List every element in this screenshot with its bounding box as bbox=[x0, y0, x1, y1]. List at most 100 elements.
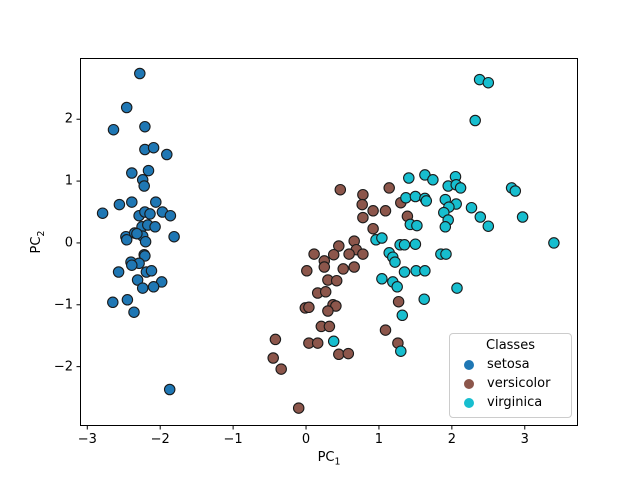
data-point-versicolor bbox=[308, 248, 320, 260]
data-point-virginica bbox=[427, 174, 439, 186]
data-point-versicolor bbox=[327, 248, 340, 261]
data-point-versicolor bbox=[337, 263, 349, 275]
data-point-versicolor bbox=[348, 261, 360, 273]
data-point-versicolor bbox=[303, 301, 315, 314]
data-point-virginica bbox=[509, 185, 522, 197]
data-point-virginica bbox=[409, 190, 422, 203]
data-point-setosa bbox=[128, 306, 140, 318]
data-point-virginica bbox=[482, 220, 495, 232]
data-point-setosa bbox=[164, 209, 177, 222]
data-point-setosa bbox=[138, 180, 150, 192]
data-point-setosa bbox=[134, 67, 146, 80]
data-point-virginica bbox=[469, 114, 481, 127]
legend-title: Classes bbox=[486, 338, 535, 353]
data-point-setosa bbox=[96, 207, 109, 219]
data-point-virginica bbox=[400, 192, 412, 204]
data-point-versicolor bbox=[367, 205, 379, 217]
data-point-setosa bbox=[113, 198, 126, 211]
x-tick-label: 0 bbox=[301, 432, 311, 447]
data-point-virginica bbox=[439, 221, 452, 233]
data-point-versicolor bbox=[318, 261, 331, 273]
x-axis-label: PC1 bbox=[318, 450, 341, 468]
data-point-versicolor bbox=[357, 211, 369, 224]
y-tick-label: 0 bbox=[64, 235, 73, 251]
data-point-setosa bbox=[120, 234, 133, 246]
data-point-setosa bbox=[144, 208, 156, 220]
data-point-virginica bbox=[409, 238, 422, 250]
x-tick-label: 3 bbox=[520, 432, 529, 447]
data-point-versicolor bbox=[392, 295, 405, 308]
data-point-versicolor bbox=[267, 352, 279, 364]
data-point-versicolor bbox=[383, 182, 395, 194]
data-point-virginica bbox=[327, 335, 340, 348]
data-point-virginica bbox=[482, 76, 495, 89]
data-point-virginica bbox=[418, 293, 430, 305]
data-point-setosa bbox=[147, 141, 160, 154]
data-point-setosa bbox=[168, 230, 180, 243]
data-point-virginica bbox=[376, 232, 388, 244]
data-point-setosa bbox=[139, 235, 152, 248]
x-axis-label-text: PC bbox=[317, 450, 335, 465]
data-point-virginica bbox=[420, 195, 433, 207]
data-point-setosa bbox=[147, 281, 160, 293]
data-point-setosa bbox=[112, 266, 125, 278]
data-point-versicolor bbox=[357, 248, 369, 260]
data-point-virginica bbox=[376, 273, 388, 285]
data-point-setosa bbox=[149, 221, 161, 233]
y-axis-label-text: PC bbox=[29, 236, 45, 254]
data-point-virginica bbox=[398, 266, 411, 278]
data-point-versicolor bbox=[367, 222, 379, 235]
y-tick-label: 1 bbox=[64, 173, 73, 189]
data-point-virginica bbox=[451, 282, 463, 294]
legend: Classes setosa versicolor virginica bbox=[449, 333, 572, 418]
x-tick-label: −3 bbox=[77, 432, 97, 447]
legend-item-setosa: setosa bbox=[450, 355, 571, 374]
data-point-setosa bbox=[163, 383, 176, 396]
x-axis-label-subscript: 1 bbox=[334, 456, 341, 468]
legend-items: setosa versicolor virginica bbox=[450, 355, 571, 412]
data-point-setosa bbox=[139, 250, 151, 262]
data-point-setosa bbox=[107, 123, 120, 136]
data-point-setosa bbox=[136, 282, 149, 294]
data-point-versicolor bbox=[319, 286, 332, 298]
data-point-setosa bbox=[126, 259, 138, 271]
data-point-virginica bbox=[548, 237, 560, 249]
data-point-setosa bbox=[139, 120, 151, 133]
data-point-versicolor bbox=[330, 274, 343, 287]
data-point-virginica bbox=[465, 201, 478, 214]
data-point-virginica bbox=[396, 309, 409, 322]
legend-marker-setosa bbox=[464, 359, 474, 370]
data-point-setosa bbox=[120, 101, 133, 114]
data-point-virginica bbox=[440, 248, 452, 260]
y-axis-label: PC2 bbox=[29, 231, 47, 254]
data-point-virginica bbox=[474, 211, 487, 223]
x-tick-label: −1 bbox=[223, 432, 243, 447]
data-point-versicolor bbox=[292, 402, 305, 414]
data-point-versicolor bbox=[323, 320, 336, 333]
legend-label-virginica: virginica bbox=[487, 395, 543, 410]
legend-item-versicolor: versicolor bbox=[450, 374, 571, 393]
x-tick-label: 2 bbox=[447, 432, 456, 447]
data-point-setosa bbox=[126, 196, 138, 208]
y-tick-label: −1 bbox=[53, 297, 73, 313]
data-point-virginica bbox=[395, 345, 407, 357]
data-point-versicolor bbox=[357, 188, 369, 201]
data-point-setosa bbox=[145, 265, 158, 277]
y-tick-label: 2 bbox=[64, 111, 73, 127]
y-axis-label-subscript: 2 bbox=[35, 230, 47, 237]
data-point-virginica bbox=[516, 211, 529, 223]
data-point-versicolor bbox=[333, 240, 345, 252]
data-point-setosa bbox=[142, 164, 155, 177]
legend-marker-virginica bbox=[464, 397, 474, 408]
x-tick-label: 1 bbox=[374, 432, 384, 447]
x-tick-label: −2 bbox=[150, 432, 170, 447]
data-point-virginica bbox=[411, 219, 423, 232]
legend-label-versicolor: versicolor bbox=[487, 376, 551, 391]
legend-item-virginica: virginica bbox=[450, 393, 571, 412]
data-point-versicolor bbox=[269, 333, 282, 346]
data-point-virginica bbox=[454, 182, 467, 194]
legend-marker-versicolor bbox=[464, 378, 474, 389]
data-point-setosa bbox=[107, 296, 119, 309]
